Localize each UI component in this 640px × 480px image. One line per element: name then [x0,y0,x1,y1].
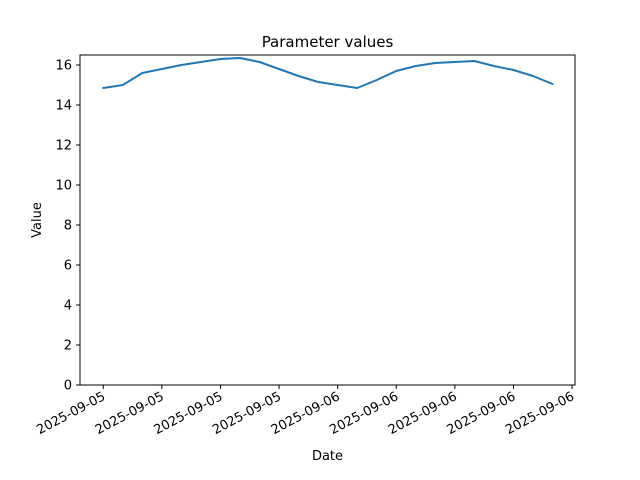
chart-title: Parameter values [262,33,394,51]
y-tick-label: 14 [55,99,72,114]
y-tick-label: 12 [55,139,72,154]
x-axis-label: Date [312,449,343,464]
y-axis-label: Value [30,202,45,238]
data-line-parameter [102,57,554,89]
y-tick-label: 2 [64,339,72,354]
y-tick-label: 10 [55,179,72,194]
axes-spines [79,54,576,386]
y-tick-label: 8 [64,219,72,234]
y-tick-label: 16 [55,59,72,74]
y-tick-label: 6 [64,259,72,274]
plot-area [80,55,575,385]
y-tick-label: 0 [64,379,72,394]
y-tick-label: 4 [64,299,72,314]
